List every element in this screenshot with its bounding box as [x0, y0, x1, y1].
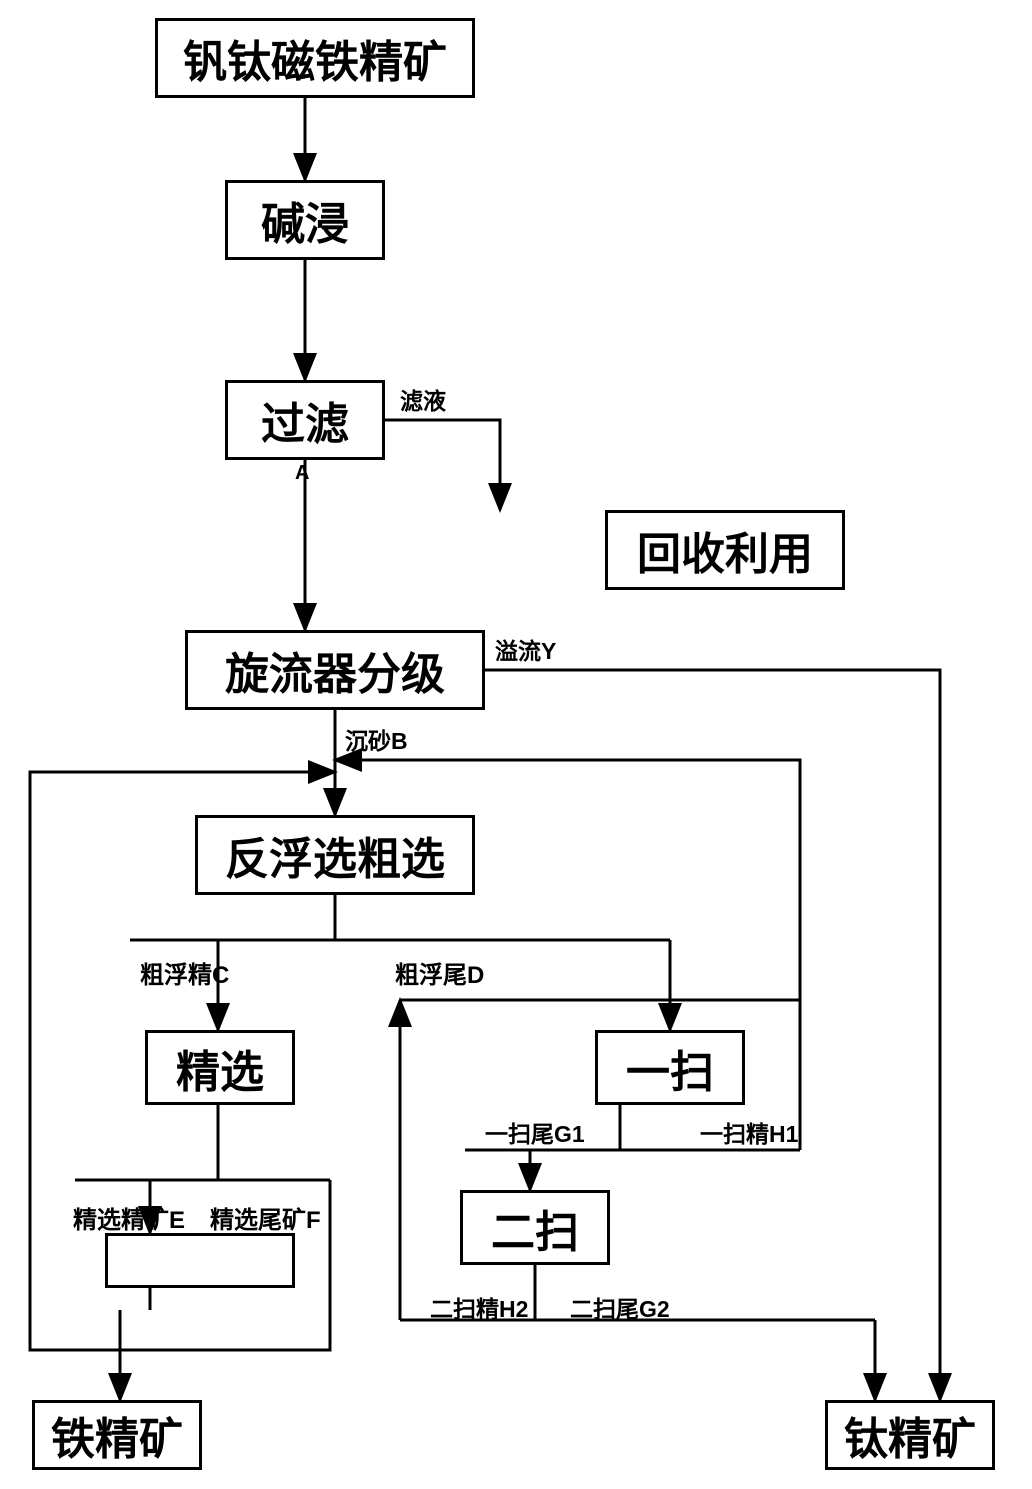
node-label: 精选: [176, 1036, 264, 1100]
edge-label-l_cB: 沉砂B: [345, 722, 408, 756]
node-n11: 钛精矿: [825, 1400, 995, 1470]
edge-label-l_esG2: 二扫尾G2: [570, 1290, 670, 1324]
edge-label-l_lvye: 滤液: [400, 382, 446, 416]
edge-label-l_jxF: 精选尾矿F: [210, 1200, 321, 1235]
node-n2: 过滤: [225, 380, 385, 460]
node-label: 一扫: [626, 1036, 714, 1100]
connector: [385, 420, 500, 510]
node-label: 反浮选粗选: [225, 823, 445, 887]
node-label: 碱浸: [261, 188, 349, 252]
node-n1: 碱浸: [225, 180, 385, 260]
node-n8: 二扫: [460, 1190, 610, 1265]
node-label: 铁精矿: [51, 1403, 183, 1467]
node-label: 旋流器分级: [225, 638, 445, 702]
node-label: 二扫: [491, 1196, 579, 1260]
node-n5: 反浮选粗选: [195, 815, 475, 895]
edge-label-l_jxE: 精选精矿E: [73, 1200, 185, 1235]
node-n4: 旋流器分级: [185, 630, 485, 710]
node-n6: 精选: [145, 1030, 295, 1105]
edge-label-l_ysH1: 一扫精H1: [700, 1115, 798, 1149]
edge-label-l_cfC: 粗浮精C: [140, 955, 229, 990]
node-n3: 回收利用: [605, 510, 845, 590]
node-n9: [105, 1233, 295, 1288]
edge-label-l_ysG1: 一扫尾G1: [485, 1115, 585, 1149]
node-label: 钛精矿: [844, 1403, 976, 1467]
node-label: 过滤: [261, 388, 349, 452]
edge-label-l_esH2: 二扫精H2: [430, 1290, 528, 1324]
node-n0: 钒钛磁铁精矿: [155, 18, 475, 98]
node-n10: 铁精矿: [32, 1400, 202, 1470]
edge-label-l_cfD: 粗浮尾D: [395, 955, 484, 990]
edge-label-l_A: A: [295, 462, 309, 485]
node-label: 回收利用: [637, 518, 813, 582]
edge-label-l_yiY: 溢流Y: [495, 632, 556, 666]
node-label: 钒钛磁铁精矿: [183, 26, 447, 90]
flowchart-canvas: 钒钛磁铁精矿碱浸过滤回收利用旋流器分级反浮选粗选精选 一扫二扫铁精矿 钛精矿 滤液 A 溢…: [0, 0, 1032, 1489]
node-n7: 一扫: [595, 1030, 745, 1105]
